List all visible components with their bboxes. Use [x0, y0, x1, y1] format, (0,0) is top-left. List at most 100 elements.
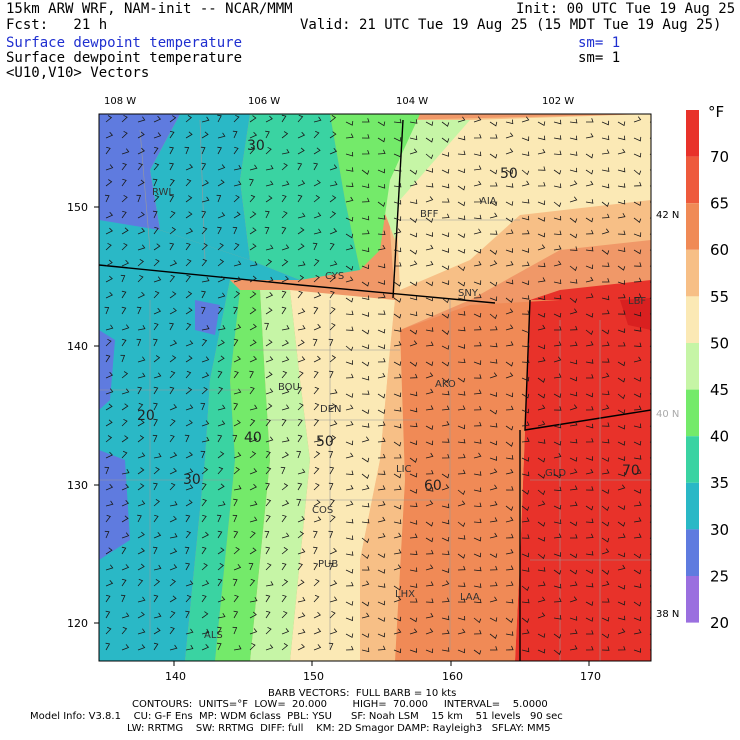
- wind-barb: [169, 370, 176, 379]
- wind-barb: [297, 227, 305, 235]
- wind-barb: [489, 169, 498, 175]
- wind-barb: [489, 565, 498, 571]
- wind-barb: [457, 185, 466, 191]
- wind-barb: [617, 552, 626, 558]
- wind-barb: [473, 629, 482, 635]
- wind-barb: [281, 562, 287, 571]
- wind-barb: [633, 616, 642, 622]
- wind-barb: [521, 585, 530, 592]
- wind-barb: [169, 595, 177, 603]
- wind-barb: [394, 262, 402, 267]
- wind-barb: [169, 260, 178, 267]
- wind-barb: [137, 131, 145, 139]
- station-label: LIC: [396, 464, 412, 475]
- wind-barb: [297, 370, 304, 379]
- wind-barb: [312, 242, 318, 251]
- wind-barb: [473, 325, 482, 331]
- wind-barb: [633, 489, 642, 494]
- wind-barb: [441, 248, 449, 253]
- wind-barb: [393, 247, 402, 253]
- wind-barb: [345, 121, 354, 126]
- wind-barb: [297, 261, 306, 267]
- wind-barb: [217, 420, 226, 427]
- wind-barb: [249, 468, 258, 475]
- wind-barb: [393, 616, 402, 622]
- wind-barb: [313, 275, 320, 283]
- wind-barb: [425, 281, 434, 287]
- wind-barb: [361, 247, 370, 253]
- wind-barb: [505, 425, 514, 431]
- wind-barb: [457, 265, 466, 272]
- wind-barb: [297, 516, 306, 523]
- wind-barb: [329, 514, 336, 523]
- wind-barb: [313, 258, 320, 267]
- grid-x-label: 160: [442, 670, 463, 683]
- wind-barb: [425, 521, 434, 527]
- right-latitude-labels: 42 N 40 N 38 N: [656, 210, 679, 620]
- wind-barb: [505, 405, 514, 411]
- wind-barb: [137, 372, 146, 379]
- wind-barb: [457, 453, 466, 459]
- county-lines: [99, 119, 651, 661]
- station-label: LHX: [395, 589, 415, 600]
- wind-barb: [137, 483, 145, 491]
- map-frame: [98, 113, 652, 662]
- wind-barb: [153, 322, 159, 331]
- wind-barb: [473, 583, 482, 588]
- wind-barb: [217, 325, 226, 331]
- left-grid-labels: 150 140 130 120: [67, 201, 88, 630]
- wind-barb: [201, 277, 210, 283]
- wind-barb: [217, 547, 225, 555]
- wind-barb: [633, 569, 642, 575]
- wind-barb: [297, 434, 303, 443]
- wind-barb: [345, 244, 354, 251]
- wind-barb: [153, 612, 162, 619]
- wind-barb: [345, 133, 354, 139]
- wind-barb: [441, 121, 450, 127]
- wind-barb: [393, 297, 402, 303]
- wind-barb: [553, 260, 562, 267]
- wind-barb: [217, 466, 224, 475]
- wind-barb: [345, 404, 354, 411]
- wind-barb: [233, 146, 239, 155]
- wind-barb: [505, 297, 514, 303]
- wind-barb: [425, 452, 434, 459]
- wind-barb: [425, 405, 434, 411]
- wind-barb: [328, 530, 334, 539]
- wind-barb: [489, 230, 498, 235]
- wind-barb: [137, 467, 145, 475]
- wind-barb: [425, 500, 434, 507]
- wind-barb: [361, 329, 370, 335]
- wind-barb: [201, 290, 206, 299]
- wind-barb: [633, 327, 642, 332]
- wind-barb: [569, 135, 578, 141]
- wind-barb: [569, 457, 578, 462]
- wind-barb: [601, 149, 610, 155]
- wind-barb: [297, 482, 303, 491]
- wind-barb: [505, 468, 514, 475]
- wind-barb: [105, 275, 113, 283]
- wind-barb: [441, 647, 450, 652]
- wind-barb: [265, 610, 271, 619]
- lat-label: 40 N: [656, 409, 679, 420]
- wind-barb: [505, 372, 514, 379]
- wind-barb: [120, 274, 126, 283]
- wind-barb: [249, 597, 258, 603]
- wind-barb: [441, 473, 450, 479]
- wind-barb: [601, 616, 610, 622]
- wind-barb: [232, 130, 238, 139]
- wind-barb: [361, 375, 370, 381]
- wind-barb: [265, 180, 274, 187]
- wind-barb: [569, 279, 578, 284]
- wind-barb: [553, 649, 562, 656]
- wind-barb: [201, 594, 207, 603]
- wind-barb: [313, 516, 322, 523]
- wind-barb: [137, 179, 145, 187]
- wind-barb: [361, 344, 370, 350]
- station-labels: RWL BFF AIA CYS SNY BOU DEN AKO LIC GLD …: [152, 187, 646, 641]
- wind-barb: [185, 610, 190, 619]
- wind-barb: [233, 306, 238, 315]
- wind-barb: [553, 583, 562, 589]
- colorbar-swatch: [686, 389, 699, 437]
- wind-barb: [329, 547, 338, 555]
